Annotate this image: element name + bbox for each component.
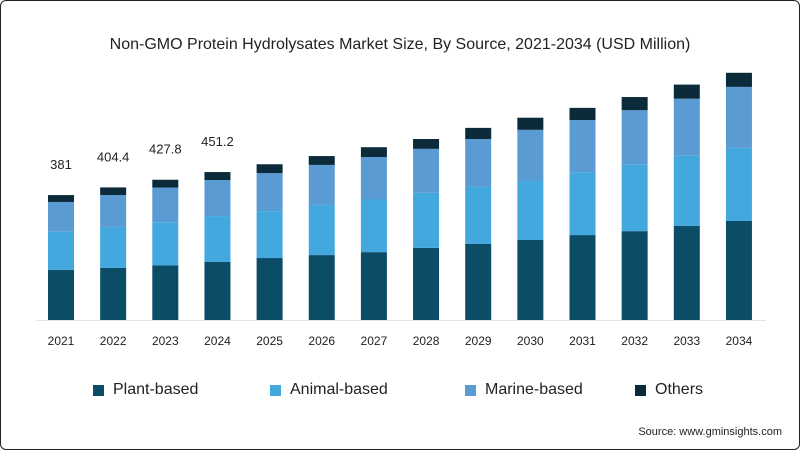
bar-segment-marine-based-2026 [308, 164, 335, 205]
bar-segment-plant-based-2032 [621, 231, 648, 320]
bar-segment-others-2031 [569, 107, 596, 120]
legend-swatch-marine [465, 384, 476, 396]
bar-segment-others-2033 [673, 84, 700, 99]
bar-segment-animal-based-2026 [308, 204, 335, 256]
bar-segment-animal-based-2022 [100, 226, 127, 268]
legend-swatch-animal [270, 384, 281, 396]
x-tick-label: 2033 [673, 334, 700, 348]
data-label-2021: 381 [50, 157, 72, 172]
bar-segment-plant-based-2022 [100, 267, 127, 320]
bar-segment-animal-based-2024 [204, 216, 231, 262]
bar-segment-animal-based-2032 [621, 164, 648, 232]
bar-segment-animal-based-2031 [569, 172, 596, 236]
bar-segment-marine-based-2022 [100, 195, 127, 227]
bar-segment-animal-based-2021 [48, 231, 74, 270]
bar-segment-others-2029 [465, 127, 492, 140]
chart-title: Non-GMO Protein Hydrolysates Market Size… [109, 36, 691, 53]
bar-segment-plant-based-2029 [465, 243, 492, 320]
bar-segment-plant-based-2023 [152, 265, 179, 320]
bar-segment-marine-based-2031 [569, 120, 596, 173]
bar-segment-plant-based-2024 [204, 261, 231, 320]
bar-segment-plant-based-2026 [308, 255, 335, 320]
bar-segment-others-2028 [413, 139, 440, 149]
legend-item-others: Others [635, 381, 703, 399]
data-label-2023: 427.8 [149, 142, 182, 157]
bar-segment-plant-based-2033 [673, 225, 700, 320]
bar-segment-others-2024 [204, 172, 231, 180]
bar-segment-animal-based-2034 [725, 147, 752, 221]
bar-segment-plant-based-2031 [569, 235, 596, 320]
legend-label-others: Others [655, 381, 704, 398]
bar-segment-others-2027 [360, 147, 387, 158]
bar-segment-marine-based-2024 [204, 180, 231, 217]
bar-segment-others-2023 [152, 179, 179, 188]
x-tick-label: 2021 [48, 334, 75, 348]
legend: Plant-based Animal-based Marine-based Ot… [0, 381, 800, 403]
bar-segment-marine-based-2033 [673, 98, 700, 156]
x-tick-label: 2022 [100, 334, 127, 348]
bar-segment-plant-based-2034 [725, 220, 752, 320]
x-tick-label: 2030 [517, 334, 544, 348]
bar-segment-plant-based-2021 [48, 269, 74, 320]
legend-item-plant: Plant-based [93, 381, 198, 399]
bar-segment-animal-based-2027 [360, 199, 387, 253]
bar-segment-marine-based-2029 [465, 139, 492, 187]
bar-segment-animal-based-2025 [256, 211, 283, 259]
bar-segment-others-2030 [517, 117, 544, 130]
x-tick-label: 2028 [413, 334, 440, 348]
legend-label-plant: Plant-based [113, 381, 199, 398]
bar-segment-marine-based-2030 [517, 129, 544, 181]
x-tick-label: 2032 [621, 334, 648, 348]
bar-segment-animal-based-2023 [152, 222, 179, 266]
bar-segment-plant-based-2025 [256, 258, 283, 320]
x-tick-label: 2029 [465, 334, 492, 348]
legend-label-marine: Marine-based [485, 381, 583, 398]
bar-segment-marine-based-2028 [413, 148, 440, 193]
legend-item-marine: Marine-based [465, 381, 583, 399]
bar-segment-marine-based-2023 [152, 187, 179, 223]
bar-segment-animal-based-2030 [517, 180, 544, 240]
bar-segment-plant-based-2030 [517, 240, 544, 320]
bar-segment-animal-based-2029 [465, 186, 492, 244]
x-tick-label: 2027 [361, 334, 388, 348]
bar-segment-marine-based-2032 [621, 110, 648, 165]
bar-segment-marine-based-2027 [360, 157, 387, 200]
x-tick-label: 2034 [726, 334, 753, 348]
bar-segment-others-2021 [48, 195, 74, 202]
legend-item-animal: Animal-based [270, 381, 388, 399]
bar-segment-animal-based-2033 [673, 155, 700, 226]
legend-label-animal: Animal-based [290, 381, 388, 398]
x-tick-label: 2023 [152, 334, 179, 348]
bar-segment-others-2026 [308, 156, 335, 165]
x-tick-label: 2026 [308, 334, 335, 348]
source-note: Source: www.gminsights.com [638, 426, 782, 438]
bar-segment-plant-based-2027 [360, 252, 387, 320]
bar-segment-others-2034 [725, 72, 752, 87]
legend-swatch-plant [93, 384, 104, 396]
data-label-2022: 404.4 [97, 149, 130, 164]
x-tick-label: 2031 [569, 334, 596, 348]
bar-segment-plant-based-2028 [413, 247, 440, 320]
x-tick-label: 2024 [204, 334, 231, 348]
bar-segment-marine-based-2021 [48, 201, 74, 232]
bar-segment-animal-based-2028 [413, 192, 440, 248]
x-tick-label: 2025 [256, 334, 283, 348]
bar-segment-others-2025 [256, 164, 283, 174]
legend-swatch-others [635, 384, 646, 396]
bar-segment-marine-based-2025 [256, 173, 283, 212]
bar-segment-others-2022 [100, 187, 127, 196]
bar-segment-marine-based-2034 [725, 86, 752, 148]
bar-segment-others-2032 [621, 97, 648, 111]
data-label-2024: 451.2 [201, 134, 234, 149]
